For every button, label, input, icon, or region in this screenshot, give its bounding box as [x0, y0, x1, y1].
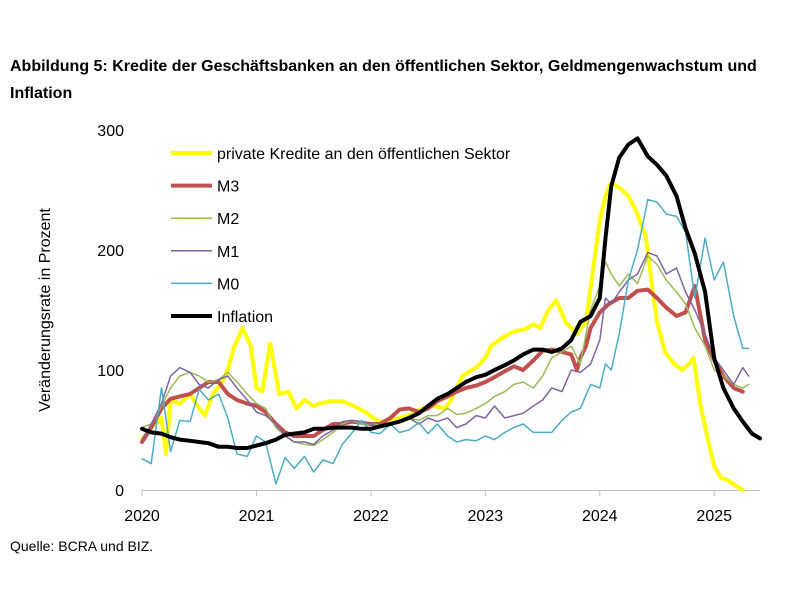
y-axis: 0 100 200 300	[97, 123, 124, 500]
source-note: Quelle: BCRA und BIZ.	[10, 538, 154, 554]
series-line-m1	[141, 251, 750, 446]
chart-title: Abbildung 5: Kredite der Geschäftsbanken…	[10, 58, 757, 102]
series-line-m3	[140, 284, 745, 444]
legend-label: M3	[217, 179, 239, 196]
y-tick-label: 100	[97, 363, 124, 380]
series-lines	[140, 136, 762, 492]
series-line-m2	[141, 255, 750, 447]
legend-label: Inflation	[217, 309, 273, 326]
x-tick-label: 2021	[239, 508, 275, 525]
y-tick-label: 0	[115, 483, 124, 500]
legend-label: M1	[217, 244, 239, 261]
legend-label: M2	[217, 211, 239, 228]
legend-label: M0	[217, 276, 239, 293]
y-tick-label: 200	[97, 243, 124, 260]
x-tick-label: 2020	[124, 508, 160, 525]
x-tick-label: 2023	[468, 508, 504, 525]
x-tick-label: 2022	[353, 508, 389, 525]
series-line-inflation	[140, 136, 762, 450]
legend-label: private Kredite an den öffentlichen Sekt…	[217, 146, 511, 163]
y-axis-label: Veränderungsrate in Prozent	[37, 208, 54, 412]
y-tick-label: 300	[97, 123, 124, 140]
series-line-m0	[141, 198, 750, 485]
x-axis: 2020 2021 2022 2023 2024 2025	[124, 490, 760, 525]
legend: private Kredite an den öffentlichen Sekt…	[171, 146, 511, 326]
series-line-private-kredite-an-den-ffentlichen-sektor	[140, 180, 745, 492]
x-tick-label: 2024	[582, 508, 618, 525]
x-tick-label: 2025	[696, 508, 732, 525]
